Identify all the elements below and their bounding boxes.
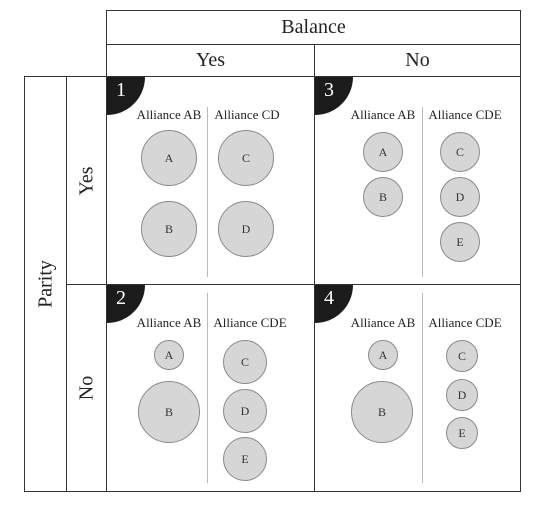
parity-yes-label: Yes bbox=[75, 165, 97, 196]
balance-no-label: No bbox=[405, 49, 430, 71]
state-circle: B bbox=[141, 201, 197, 257]
balance-yes-label: Yes bbox=[195, 49, 226, 71]
alliance-divider bbox=[207, 293, 208, 483]
state-circle: E bbox=[223, 437, 267, 481]
cell-number-badge: 1 bbox=[107, 77, 145, 115]
cell-number: 2 bbox=[116, 287, 126, 309]
parity-header: Parity bbox=[24, 76, 67, 492]
alliance-label-left: Alliance AB bbox=[136, 107, 202, 122]
balance-no-header: No bbox=[314, 44, 521, 77]
state-circle: A bbox=[154, 340, 184, 370]
state-circle: A bbox=[368, 340, 398, 370]
parity-yes-header: Yes bbox=[66, 76, 107, 285]
state-circle: E bbox=[440, 222, 480, 262]
state-circle: C bbox=[446, 340, 478, 372]
alliance-label-left: Alliance AB bbox=[350, 107, 416, 122]
parity-no-header: No bbox=[66, 284, 107, 492]
alliance-divider bbox=[422, 107, 423, 277]
state-circle: D bbox=[223, 389, 267, 433]
cell-number: 1 bbox=[116, 79, 126, 101]
state-circle: B bbox=[363, 177, 403, 217]
cell-number-badge: 4 bbox=[315, 285, 353, 323]
alliance-divider bbox=[207, 107, 208, 277]
state-circle: B bbox=[138, 381, 200, 443]
balance-yes-header: Yes bbox=[106, 44, 315, 77]
cell-1: 1 Alliance AB Alliance CD A B C D bbox=[106, 76, 315, 285]
balance-title: Balance bbox=[281, 16, 346, 38]
alliance-label-right: Alliance CDE bbox=[428, 107, 502, 122]
state-circle: E bbox=[446, 417, 478, 449]
parity-no-label: No bbox=[75, 375, 97, 401]
alliance-label-right: Alliance CDE bbox=[428, 315, 502, 330]
alliance-label-right: Alliance CD bbox=[214, 107, 280, 122]
alliance-label-left: Alliance AB bbox=[136, 315, 202, 330]
cell-4: 4 Alliance AB Alliance CDE A B C D E bbox=[314, 284, 521, 492]
state-circle: D bbox=[218, 201, 274, 257]
state-circle: D bbox=[440, 177, 480, 217]
alliance-divider bbox=[422, 293, 423, 483]
cell-2: 2 Alliance AB Alliance CDE A B C D E bbox=[106, 284, 315, 492]
state-circle: C bbox=[218, 130, 274, 186]
state-circle: A bbox=[363, 132, 403, 172]
cell-number-badge: 3 bbox=[315, 77, 353, 115]
state-circle: A bbox=[141, 130, 197, 186]
cell-3: 3 Alliance AB Alliance CDE A B C D E bbox=[314, 76, 521, 285]
state-circle: D bbox=[446, 379, 478, 411]
balance-header: Balance bbox=[106, 10, 521, 45]
cell-number: 4 bbox=[324, 287, 334, 309]
state-circle: C bbox=[223, 340, 267, 384]
parity-title: Parity bbox=[34, 260, 56, 308]
cell-number: 3 bbox=[324, 79, 334, 101]
alliance-label-left: Alliance AB bbox=[350, 315, 416, 330]
alliance-label-right: Alliance CDE bbox=[213, 315, 287, 330]
state-circle: C bbox=[440, 132, 480, 172]
state-circle: B bbox=[351, 381, 413, 443]
